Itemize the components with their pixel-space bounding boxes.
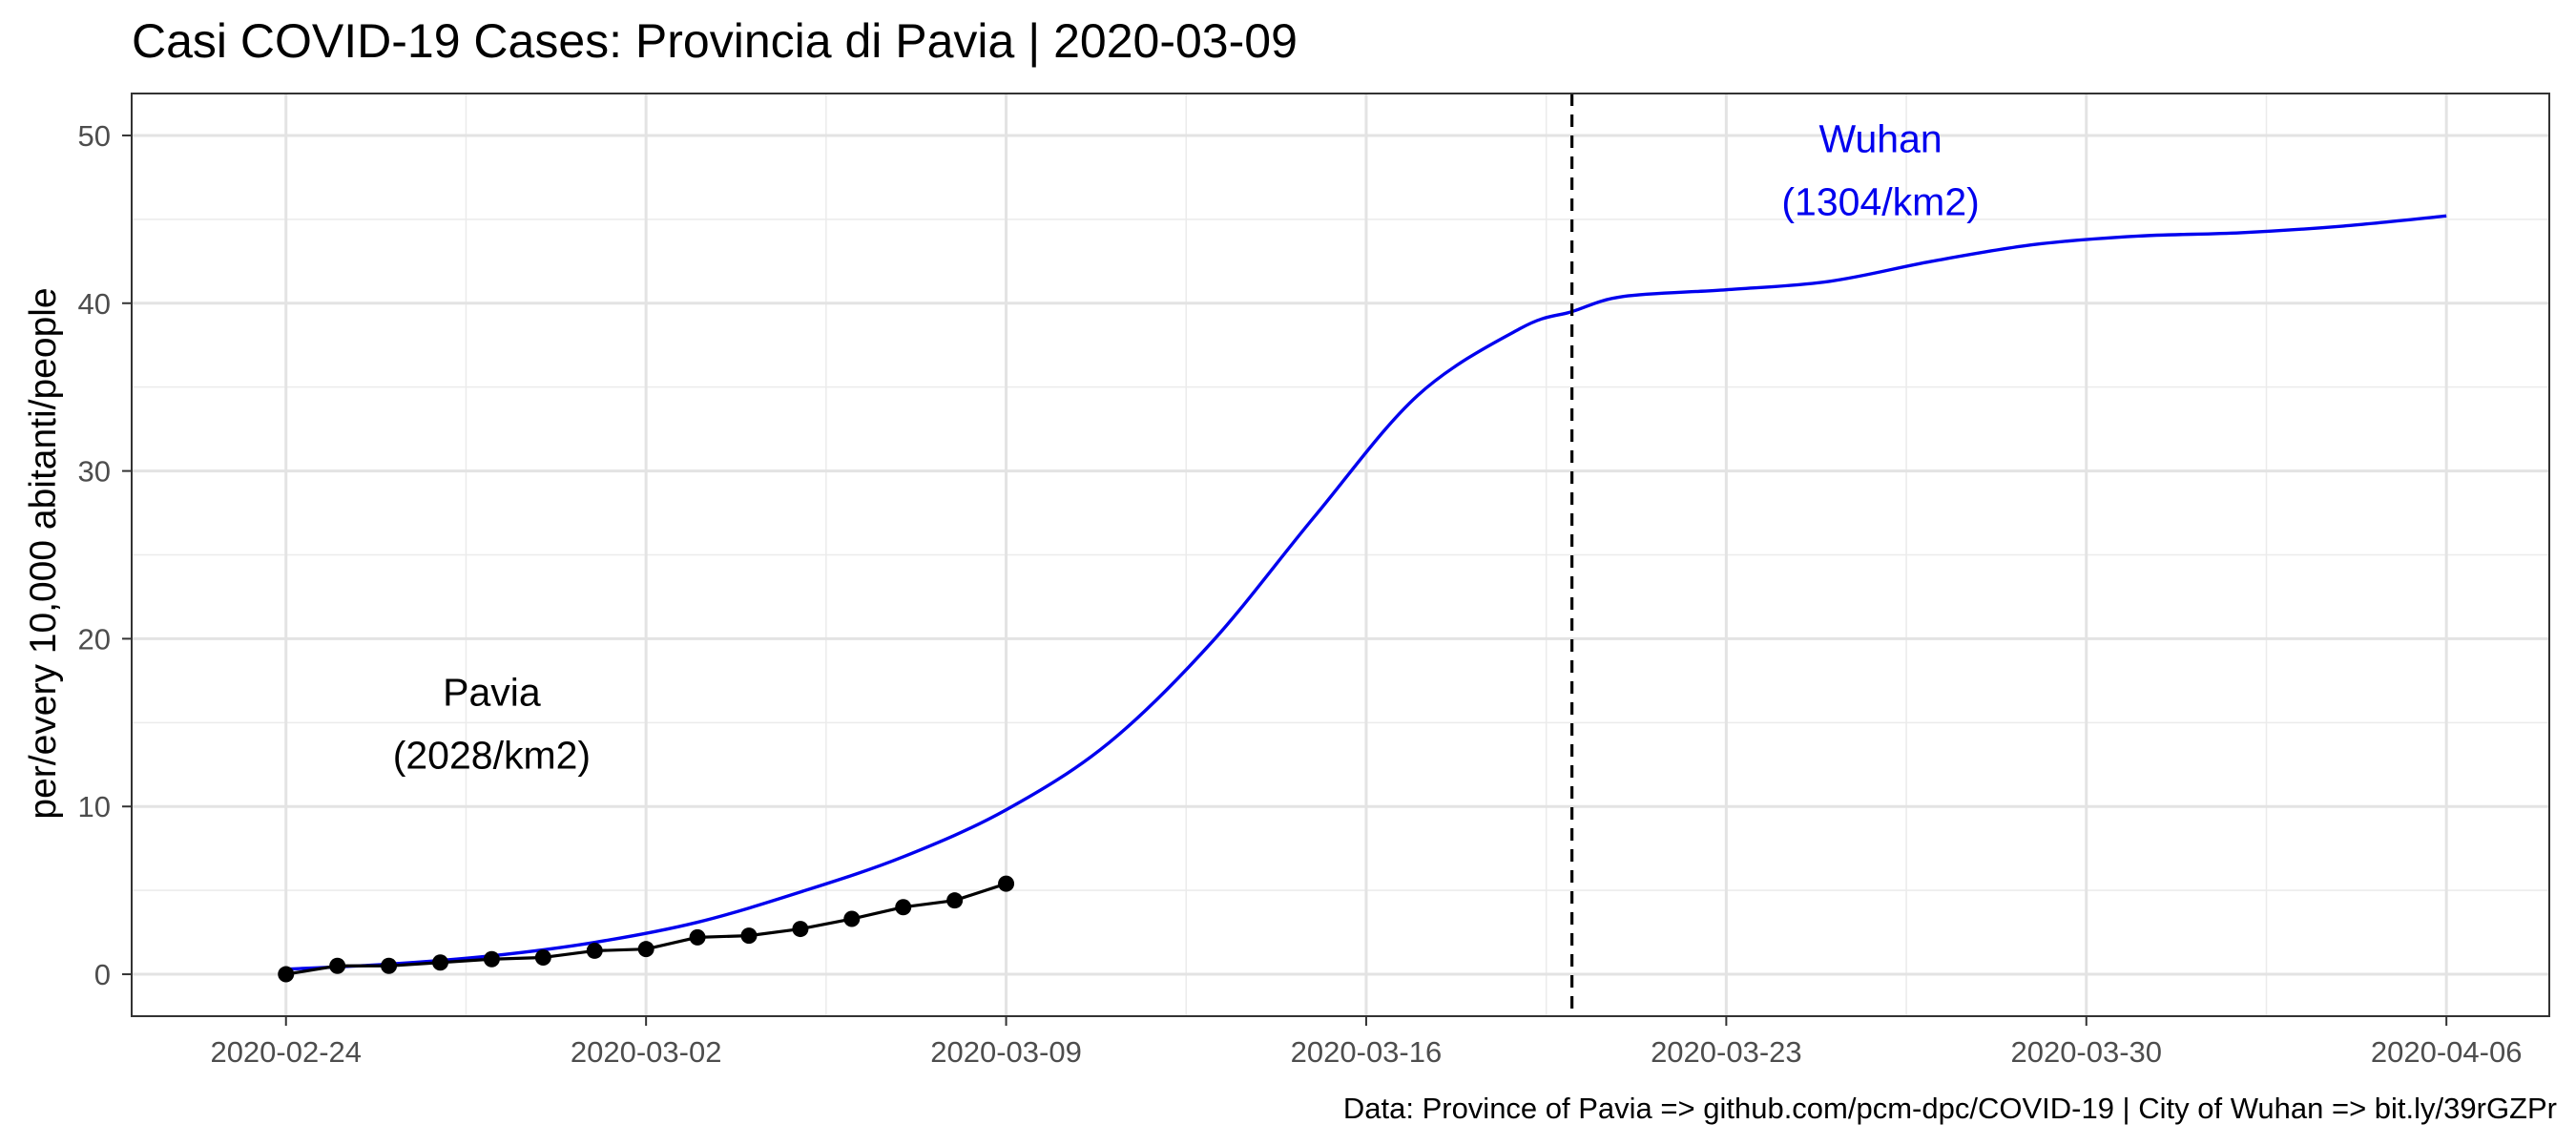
x-tick-label: 2020-02-24 <box>210 1035 362 1069</box>
x-tick-label: 2020-03-23 <box>1651 1035 1802 1069</box>
plot-border <box>131 93 2550 1017</box>
y-tick-label: 30 <box>78 455 111 489</box>
data-point-pavia <box>586 942 603 959</box>
annotation-wuhan-line: (1304/km2) <box>1781 180 1979 224</box>
y-axis-title: per/every 10,000 abitanti/people <box>23 287 64 819</box>
chart-title: Casi COVID-19 Cases: Provincia di Pavia … <box>132 14 1298 68</box>
y-tick-label: 50 <box>78 119 111 153</box>
data-point-pavia <box>329 957 346 974</box>
plot-area: Wuhan (1304/km2) Pavia (2028/km2) 2020-02-24… <box>78 93 2550 1069</box>
data-point-pavia <box>895 899 912 916</box>
data-point-pavia <box>689 928 706 946</box>
y-tick-label: 20 <box>78 622 111 656</box>
data-point-pavia <box>740 927 758 945</box>
data-point-pavia <box>946 892 964 909</box>
data-point-pavia <box>534 948 551 966</box>
annotation-pavia-line: (2028/km2) <box>393 734 591 778</box>
data-point-pavia <box>483 950 500 968</box>
annotation-pavia-line: Pavia <box>443 671 541 715</box>
annotation-wuhan-line: Wuhan <box>1819 117 1942 161</box>
data-point-pavia <box>792 921 809 938</box>
y-tick-label: 10 <box>78 790 111 823</box>
y-tick-label: 0 <box>94 958 111 991</box>
data-point-pavia <box>637 941 654 958</box>
chart-caption: Data: Province of Pavia => github.com/pc… <box>1343 1092 2557 1125</box>
x-tick-label: 2020-03-16 <box>1291 1035 1443 1069</box>
x-tick-label: 2020-03-02 <box>571 1035 722 1069</box>
data-point-pavia <box>843 910 861 927</box>
data-point-pavia <box>278 966 295 983</box>
x-tick-label: 2020-03-30 <box>2010 1035 2162 1069</box>
x-tick-label: 2020-04-06 <box>2371 1035 2523 1069</box>
x-tick-label: 2020-03-09 <box>930 1035 1082 1069</box>
data-point-pavia <box>431 954 448 971</box>
series-line-wuhan <box>285 214 2447 971</box>
data-point-pavia <box>381 957 398 974</box>
data-point-pavia <box>998 875 1015 892</box>
y-tick-label: 40 <box>78 287 111 321</box>
